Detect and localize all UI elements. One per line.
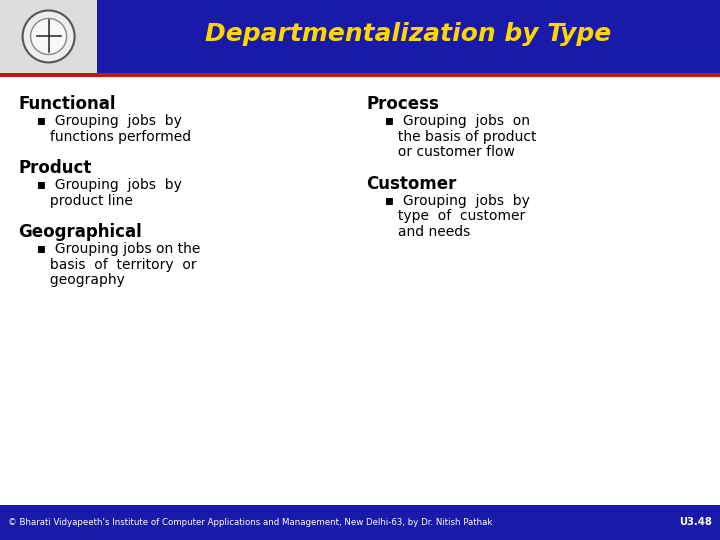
Text: Product: Product [18, 159, 91, 177]
Text: Customer: Customer [366, 174, 456, 193]
Text: Functional: Functional [18, 95, 115, 113]
Text: type  of  customer: type of customer [377, 210, 526, 224]
Text: Geographical: Geographical [18, 224, 142, 241]
Text: Departmentalization by Type: Departmentalization by Type [205, 23, 612, 46]
Text: product line: product line [28, 194, 133, 208]
Text: geography: geography [28, 273, 125, 287]
Bar [0, 0, 97, 73]
Text: basis  of  territory  or: basis of territory or [28, 258, 197, 272]
Text: U3.48: U3.48 [679, 517, 712, 528]
Text: © Bharati Vidyapeeth's Institute of Computer Applications and Management, New De: © Bharati Vidyapeeth's Institute of Comp… [8, 518, 492, 527]
Text: ▪  Grouping  jobs  by: ▪ Grouping jobs by [377, 194, 530, 208]
Text: ▪  Grouping  jobs  by: ▪ Grouping jobs by [28, 114, 182, 128]
Text: the basis of product: the basis of product [377, 130, 537, 144]
Text: ▪  Grouping jobs on the: ▪ Grouping jobs on the [28, 242, 200, 256]
Text: ▪  Grouping  jobs  by: ▪ Grouping jobs by [28, 178, 182, 192]
Text: functions performed: functions performed [28, 130, 191, 144]
Bar [0, 73, 720, 77]
Text: or customer flow: or customer flow [377, 145, 516, 159]
Text: ▪  Grouping  jobs  on: ▪ Grouping jobs on [377, 114, 531, 128]
Text: and needs: and needs [377, 225, 471, 239]
Circle shape [22, 10, 75, 63]
Text: Process: Process [366, 95, 439, 113]
Bar [0, 505, 720, 540]
Circle shape [30, 18, 66, 55]
Bar [0, 0, 720, 73]
